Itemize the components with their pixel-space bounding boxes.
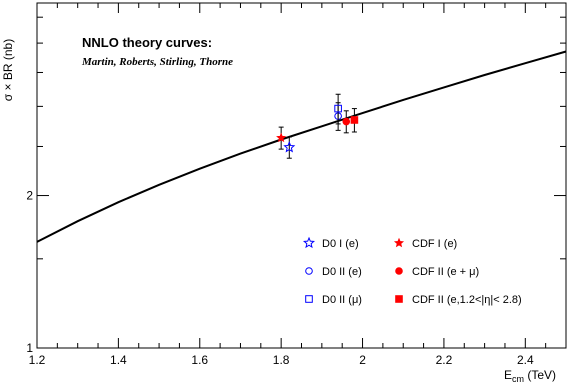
theory-curve [36, 50, 567, 243]
x-tick-label: 2 [359, 353, 366, 367]
x-tick-label: 2.2 [436, 353, 453, 367]
legend-marker [395, 267, 403, 275]
legend: D0 I (e) CDF I (e) D0 II (e) CDF II (e + μ)… [303, 236, 522, 306]
annotation-title: NNLO theory curves: [82, 35, 212, 50]
legend-marker [393, 237, 405, 248]
legend-marker [395, 295, 403, 303]
legend-label: CDF II (e + μ) [412, 266, 479, 278]
annotation-subtitle: Martin, Roberts, Stirling, Thorne [81, 56, 233, 68]
legend-label: D0 I (e) [322, 238, 359, 250]
data-point [283, 141, 296, 153]
data-point [276, 132, 287, 143]
x-tick-label: 2.4 [517, 353, 534, 367]
y-axis-label: σ × BR (nb) [1, 39, 15, 101]
data-point [342, 117, 351, 126]
x-tick-label: 1.4 [110, 353, 127, 367]
legend-marker [303, 236, 315, 249]
legend-marker [305, 267, 313, 275]
y-tick-label: 1 [26, 341, 33, 355]
data-point [334, 104, 342, 113]
legend-label: CDF I (e) [412, 238, 457, 250]
legend-marker [305, 295, 313, 303]
x-tick-label: 1.8 [273, 353, 290, 367]
x-axis-label: Ecm (TeV) [504, 368, 556, 384]
x-tick-label: 1.2 [29, 353, 46, 367]
data-point [350, 116, 359, 124]
axis-ticks: 1.2 1.4 1.6 1.8 2 2.2 2.4 1 2 [26, 3, 567, 367]
legend-label: D0 II (μ) [322, 294, 362, 306]
data-points-layer [276, 93, 359, 159]
legend-label: CDF II (e,1.2<|η|< 2.8) [412, 294, 522, 306]
legend-label: D0 II (e) [322, 266, 362, 278]
x-tick-label: 1.6 [191, 353, 208, 367]
y-tick-label: 2 [26, 189, 33, 203]
theory-curve-layer [36, 50, 567, 243]
